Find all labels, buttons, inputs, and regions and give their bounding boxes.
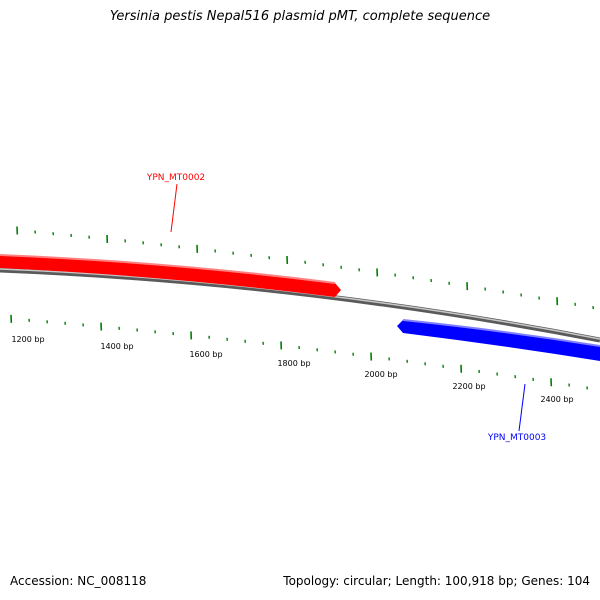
- ruler-label: 1400 bp: [100, 342, 133, 351]
- gene-leader-ypn-mt0003: [518, 383, 526, 432]
- gene-label-ypn-mt0002[interactable]: YPN_MT0002: [146, 173, 205, 183]
- accession-label: Accession: NC_008118: [10, 574, 147, 588]
- topology-summary: Topology: circular; Length: 100,918 bp; …: [283, 574, 590, 588]
- map-title: Yersinia pestis Nepal516 plasmid pMT, co…: [109, 9, 491, 24]
- ruler-label: 2000 bp: [364, 370, 397, 379]
- ruler-label: 1800 bp: [277, 359, 310, 368]
- outer-tick-track: [16, 226, 594, 310]
- ruler-label: 1200 bp: [11, 335, 44, 344]
- ruler-label: 1600 bp: [189, 350, 222, 359]
- gene-arrow-ypn-mt0002[interactable]: [0, 254, 341, 297]
- ruler-label: 2400 bp: [540, 395, 573, 404]
- ruler-labels: 1200 bp 1400 bp 1600 bp 1800 bp 2000 bp …: [11, 335, 573, 404]
- gene-leader-ypn-mt0002: [170, 183, 178, 233]
- gene-arrow-ypn-mt0003[interactable]: [397, 319, 600, 361]
- backbone-line: [0, 267, 600, 343]
- gene-label-ypn-mt0003[interactable]: YPN_MT0003: [487, 433, 546, 443]
- ruler-label: 2200 bp: [452, 382, 485, 391]
- inner-tick-track: [10, 314, 588, 390]
